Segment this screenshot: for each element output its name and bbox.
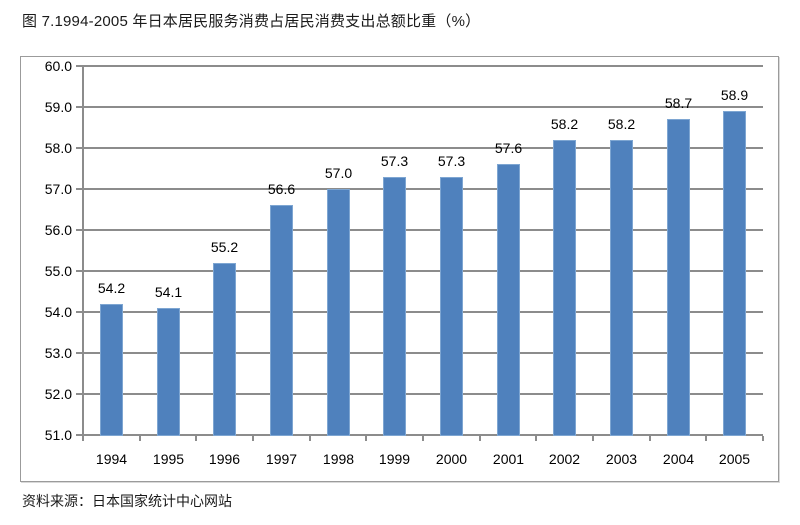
x-axis-tick-label: 1996	[208, 451, 241, 467]
bar-value-label: 57.3	[437, 153, 466, 169]
x-axis-tick	[705, 436, 707, 441]
bar	[270, 205, 293, 436]
x-axis-tick	[195, 436, 197, 441]
bar-value-label: 57.3	[380, 153, 409, 169]
x-axis-tick-label: 2001	[492, 451, 525, 467]
bar	[383, 177, 406, 436]
x-axis-tick	[535, 436, 537, 441]
x-axis-tick	[309, 436, 311, 441]
bar-value-label: 58.9	[720, 87, 749, 103]
bar	[440, 177, 463, 436]
x-axis-tick	[479, 436, 481, 441]
bar-value-label: 57.0	[324, 165, 353, 181]
y-gridline	[83, 106, 763, 108]
y-axis-tick-label: 59.0	[44, 99, 72, 115]
x-axis-tick	[649, 436, 651, 441]
x-axis-tick-label: 1995	[152, 451, 185, 467]
chart-frame: 51.0 52.0 53.0 54.0 55.0 56.0 57.0 58.0 59.0 60.0…	[20, 56, 779, 482]
y-gridline	[83, 147, 763, 149]
y-gridline	[83, 434, 763, 436]
x-axis-tick-label: 2002	[548, 451, 581, 467]
y-gridline	[83, 352, 763, 354]
y-axis-tick	[76, 65, 83, 67]
x-axis-tick	[365, 436, 367, 441]
x-axis-tick	[762, 436, 764, 441]
y-gridline	[83, 270, 763, 272]
bar-value-label: 58.2	[550, 116, 579, 132]
bar	[157, 308, 180, 436]
bar	[213, 263, 236, 436]
bar-value-label: 58.7	[664, 95, 693, 111]
bar-value-label: 54.2	[97, 280, 126, 296]
bar	[553, 140, 576, 436]
bar	[667, 119, 690, 436]
y-gridline	[83, 65, 763, 67]
y-axis-tick	[76, 434, 83, 436]
y-gridline	[83, 188, 763, 190]
x-axis-tick-label: 1997	[265, 451, 298, 467]
y-axis-tick-label: 56.0	[44, 222, 72, 238]
y-axis-tick-label: 58.0	[44, 140, 72, 156]
y-axis-tick	[76, 311, 83, 313]
bar-value-label: 56.6	[267, 181, 296, 197]
x-axis-tick	[82, 436, 84, 441]
y-gridline	[83, 229, 763, 231]
y-axis-tick	[76, 106, 83, 108]
y-axis-tick	[76, 188, 83, 190]
y-axis-tick	[76, 393, 83, 395]
y-axis-tick-label: 51.0	[44, 427, 72, 443]
bar	[610, 140, 633, 436]
y-axis-tick	[76, 147, 83, 149]
bar-value-label: 55.2	[210, 239, 239, 255]
x-axis-tick	[592, 436, 594, 441]
chart-title: 图 7.1994-2005 年日本居民服务消费占居民消费支出总额比重（%）	[22, 13, 481, 30]
plot-area: 51.0 52.0 53.0 54.0 55.0 56.0 57.0 58.0 59.0 60.0…	[21, 57, 778, 481]
x-axis-tick-label: 2005	[718, 451, 751, 467]
y-gridline	[83, 311, 763, 313]
x-axis-tick	[139, 436, 141, 441]
x-axis-tick	[252, 436, 254, 441]
x-axis-tick-label: 1999	[378, 451, 411, 467]
x-axis-tick	[422, 436, 424, 441]
y-axis-tick-label: 52.0	[44, 386, 72, 402]
x-axis-tick-label: 1998	[322, 451, 355, 467]
y-axis-tick	[76, 270, 83, 272]
bar-value-label: 54.1	[154, 284, 183, 300]
y-axis-tick-label: 54.0	[44, 304, 72, 320]
bar-value-label: 57.6	[494, 140, 523, 156]
y-gridline	[83, 393, 763, 395]
source-note: 资料来源：日本国家统计中心网站	[22, 493, 232, 509]
bar	[100, 304, 123, 436]
y-axis-tick-label: 60.0	[44, 58, 72, 74]
x-axis-tick-label: 1994	[95, 451, 128, 467]
y-axis-tick-label: 57.0	[44, 181, 72, 197]
y-axis-tick	[76, 352, 83, 354]
bar	[327, 189, 350, 436]
y-axis-tick	[76, 229, 83, 231]
y-axis-line	[82, 66, 84, 437]
x-axis-tick-label: 2004	[662, 451, 695, 467]
y-axis-tick-label: 53.0	[44, 345, 72, 361]
x-axis-tick-label: 2000	[435, 451, 468, 467]
bar-value-label: 58.2	[607, 116, 636, 132]
x-axis-tick-label: 2003	[605, 451, 638, 467]
bar	[497, 164, 520, 436]
y-axis-tick-label: 55.0	[44, 263, 72, 279]
bar	[723, 111, 746, 436]
